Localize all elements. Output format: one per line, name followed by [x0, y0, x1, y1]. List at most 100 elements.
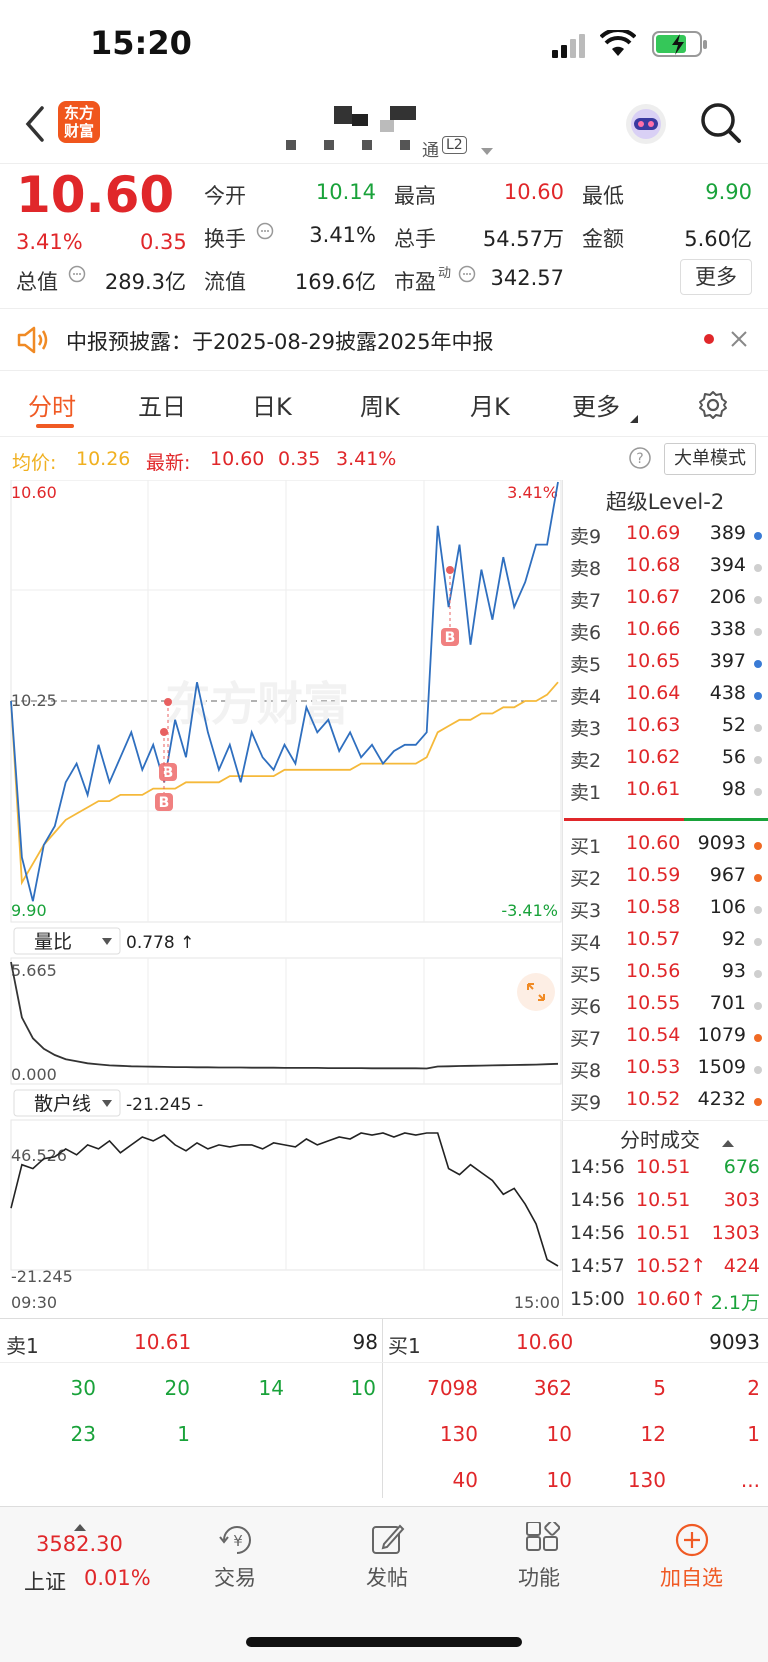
bid-row[interactable]: 买2 10.59 967 [562, 864, 768, 896]
ask-price: 10.66 [626, 618, 681, 640]
info-icon[interactable] [256, 222, 274, 244]
ask-row[interactable]: 卖8 10.68 394 [562, 554, 768, 586]
bid-row[interactable]: 买7 10.54 1079 [562, 1024, 768, 1056]
bid-dot [754, 1002, 762, 1010]
tab-five-day[interactable]: 五日 [138, 393, 186, 421]
tick-time: 14:56 [570, 1222, 625, 1244]
ticks-title[interactable]: 分时成交 [620, 1128, 700, 1152]
bid-volume: 4232 [697, 1088, 746, 1110]
bid-price: 10.58 [626, 896, 681, 918]
bid-row[interactable]: 买4 10.57 92 [562, 928, 768, 960]
tab-weekly-k[interactable]: 周K [360, 393, 400, 421]
average-price-line [10, 681, 559, 886]
bid-row[interactable]: 买8 10.53 1509 [562, 1056, 768, 1088]
dropdown-icon[interactable] [480, 142, 494, 161]
svg-text:0.000: 0.000 [11, 1065, 57, 1084]
more-button[interactable]: 更多 [680, 259, 752, 295]
tab-intraday[interactable]: 分时 [28, 393, 76, 421]
ask-row[interactable]: 卖5 10.65 397 [562, 650, 768, 682]
ask-volume: 338 [709, 618, 746, 640]
bid-volume: 92 [721, 928, 746, 950]
queue-buy-order: ... [740, 1468, 760, 1492]
info-icon[interactable] [68, 265, 86, 287]
latest-change: 0.35 [278, 448, 321, 470]
ask-level: 卖6 [570, 622, 602, 644]
queue-buy-order: 5 [653, 1376, 666, 1400]
ask-row[interactable]: 卖3 10.63 52 [562, 714, 768, 746]
ask-row[interactable]: 卖9 10.69 389 [562, 522, 768, 554]
svg-text:B: B [445, 630, 456, 646]
settings-icon[interactable] [698, 390, 728, 424]
nav-features[interactable]: 功能 [518, 1566, 560, 1590]
buy-marker[interactable]: B [441, 566, 459, 646]
trade-tick-row: 14:56 10.51 303 [568, 1189, 768, 1221]
expand-icon[interactable] [517, 973, 555, 1011]
big-order-mode-button[interactable]: 大单模式 [664, 443, 756, 475]
intraday-charts[interactable]: 东方财富 10.60 10.25 9.90 3.41% -3.41% B B B… [0, 480, 562, 1316]
bid-level: 买6 [570, 996, 602, 1018]
pe-label: 市盈 [394, 270, 436, 294]
tab-more[interactable]: 更多 [572, 393, 620, 421]
float-label: 流值 [204, 270, 246, 294]
robot-avatar-icon[interactable] [624, 102, 668, 150]
ask-row[interactable]: 卖6 10.66 338 [562, 618, 768, 650]
mktcap-label: 总值 [16, 270, 58, 294]
bid-level: 买9 [570, 1092, 602, 1114]
ask-row[interactable]: 卖7 10.67 206 [562, 586, 768, 618]
bid-dot [754, 970, 762, 978]
tick-time: 14:56 [570, 1156, 625, 1178]
spread-bar [564, 818, 684, 821]
ask-dot [754, 756, 762, 764]
ask-level: 卖2 [570, 750, 602, 772]
ask-volume: 397 [709, 650, 746, 672]
ask-row[interactable]: 卖4 10.64 438 [562, 682, 768, 714]
queue-sell-label: 卖1 [6, 1334, 39, 1358]
bid-volume: 1079 [697, 1024, 746, 1046]
bid-volume: 93 [721, 960, 746, 982]
close-icon[interactable] [730, 330, 748, 352]
buy-marker[interactable]: B [155, 728, 173, 811]
bid-row[interactable]: 买9 10.52 4232 [562, 1088, 768, 1120]
ask-level: 卖1 [570, 782, 602, 804]
back-icon[interactable] [24, 106, 46, 146]
collapse-icon[interactable] [722, 1132, 734, 1151]
float-value: 169.6亿 [294, 270, 376, 294]
pe-sup: 动 [438, 266, 452, 281]
tick-price: 10.51 [636, 1156, 691, 1178]
bid-row[interactable]: 买1 10.60 9093 [562, 832, 768, 864]
nav-trade[interactable]: 交易 [214, 1566, 256, 1590]
help-icon[interactable]: ? [628, 446, 652, 474]
nav-post[interactable]: 发帖 [366, 1566, 408, 1590]
index-up-icon [74, 1516, 86, 1535]
info-icon[interactable] [458, 265, 476, 287]
svg-text:5.665: 5.665 [11, 961, 57, 980]
tab-daily-k[interactable]: 日K [252, 393, 292, 421]
search-icon[interactable] [700, 102, 742, 148]
features-icon[interactable] [524, 1519, 561, 1562]
tick-price: 10.51 [636, 1189, 691, 1211]
stock-name-redacted[interactable] [286, 104, 456, 158]
tab-monthly-k[interactable]: 月K [470, 393, 510, 421]
queue-sell-order: 30 [70, 1376, 96, 1400]
trade-icon[interactable]: ¥ [218, 1522, 256, 1562]
bid-level: 买7 [570, 1028, 602, 1050]
post-icon[interactable] [370, 1522, 406, 1562]
ask-row[interactable]: 卖2 10.62 56 [562, 746, 768, 778]
bid-row[interactable]: 买5 10.56 93 [562, 960, 768, 992]
watermark: 东方财富 [165, 677, 349, 731]
bid-row[interactable]: 买3 10.58 106 [562, 896, 768, 928]
ask-volume: 98 [721, 778, 746, 800]
ask-dot [754, 596, 762, 604]
index-value[interactable]: 3582.30 [36, 1532, 123, 1556]
change-amount: 0.35 [140, 230, 187, 254]
add-watch-icon[interactable] [674, 1522, 710, 1562]
status-time: 15:20 [90, 24, 192, 62]
nav-add-watch[interactable]: 加自选 [660, 1566, 723, 1590]
ask-row[interactable]: 卖1 10.61 98 [562, 778, 768, 810]
notice-text[interactable]: 中报预披露：于2025-08-29披露2025年中报 [66, 330, 494, 354]
index-percent[interactable]: 0.01% [84, 1566, 151, 1590]
bid-row[interactable]: 买6 10.55 701 [562, 992, 768, 1024]
index-name[interactable]: 上证 [24, 1570, 66, 1594]
svg-text:B: B [163, 765, 174, 781]
ask-volume: 438 [709, 682, 746, 704]
